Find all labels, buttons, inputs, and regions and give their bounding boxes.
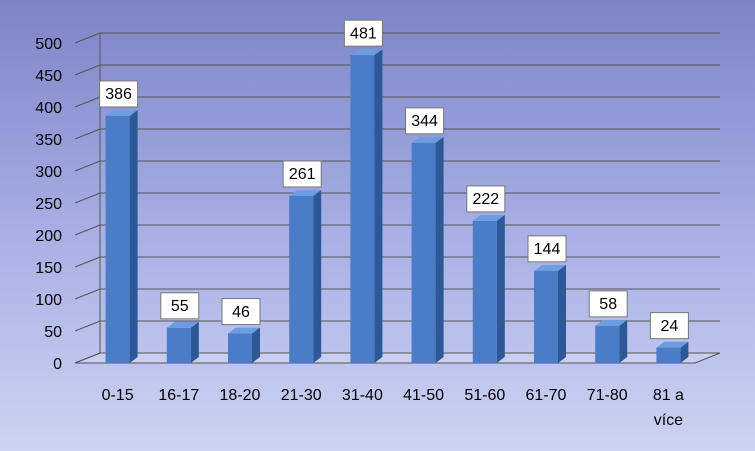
value-label: 386 (105, 86, 132, 103)
x-tick-label: 18-20 (219, 387, 261, 404)
value-label: 481 (350, 25, 377, 42)
y-tick-label: 300 (35, 164, 62, 181)
x-tick-label: 41-50 (403, 387, 445, 404)
bar-side (374, 49, 383, 363)
x-tick-label: 81 a více (652, 387, 684, 429)
y-tick-label: 450 (35, 68, 62, 85)
bar-side (680, 341, 689, 363)
value-label-box (160, 292, 200, 320)
y-tick-label: 400 (35, 100, 62, 117)
bar (656, 347, 681, 363)
y-tick-label: 500 (35, 36, 62, 53)
grid-line (74, 64, 720, 76)
y-tick-label: 50 (44, 324, 62, 341)
bar-top (472, 214, 505, 221)
grid-line (74, 192, 720, 204)
bar-top (656, 341, 689, 348)
bar-side (129, 109, 138, 364)
value-label-box (282, 160, 322, 188)
value-label-box (405, 107, 445, 135)
bar-side (190, 321, 199, 363)
value-label: 24 (661, 318, 679, 335)
bar (350, 55, 375, 363)
x-tick-label: 21-30 (280, 387, 322, 404)
value-label: 261 (289, 166, 316, 183)
x-tick-label: 0-15 (101, 387, 134, 404)
bar-side (252, 327, 260, 363)
bar-top (289, 189, 322, 196)
bar (411, 142, 436, 363)
bar-side (496, 214, 505, 363)
bar (595, 325, 620, 363)
x-tick-label: 71-80 (586, 387, 628, 404)
value-label-box (99, 80, 139, 108)
bar-top (534, 264, 566, 271)
bar-top (105, 109, 138, 116)
y-tick-label: 100 (35, 292, 62, 309)
bar-side (558, 264, 566, 363)
bar (289, 195, 314, 363)
y-tick-label: 200 (35, 228, 62, 245)
grid-line (74, 224, 720, 236)
grid-line (74, 160, 720, 172)
grid-line (74, 32, 720, 44)
value-label: 222 (472, 191, 499, 208)
value-label-box (466, 185, 506, 213)
value-label-box (343, 19, 383, 47)
value-label: 344 (411, 113, 438, 130)
bar-side (313, 189, 322, 363)
value-label: 144 (534, 241, 561, 258)
bar-top (595, 319, 628, 326)
grid-line (74, 352, 720, 364)
grid-line (74, 288, 720, 300)
value-label: 58 (599, 296, 617, 313)
value-label: 46 (232, 304, 250, 321)
x-tick-label: 51-60 (464, 387, 506, 404)
x-tick-label: 16-17 (158, 387, 200, 404)
bar-top (411, 136, 444, 143)
grid-line (74, 128, 720, 140)
y-tick-label: 350 (35, 132, 62, 149)
bar-top (166, 321, 199, 328)
x-tick-label: 61-70 (525, 387, 567, 404)
y-tick-label: 0 (53, 356, 62, 373)
bar-top (350, 49, 383, 56)
x-tick-label: 31-40 (341, 387, 383, 404)
bar-side (435, 136, 444, 363)
value-label-box (527, 235, 567, 263)
bar (105, 115, 130, 364)
grid-line (74, 320, 720, 332)
bar-side (619, 319, 628, 363)
value-label: 55 (171, 298, 189, 315)
bar (534, 270, 558, 363)
grid-line (74, 256, 720, 268)
bar (228, 333, 252, 363)
bar-top (228, 327, 260, 334)
bar (472, 220, 497, 363)
bar (166, 327, 191, 363)
value-label-box (221, 298, 261, 326)
grid-line (74, 96, 720, 108)
value-label-box (588, 290, 628, 318)
value-label-box (649, 312, 689, 340)
y-tick-label: 150 (35, 260, 62, 277)
y-tick-label: 250 (35, 196, 62, 213)
